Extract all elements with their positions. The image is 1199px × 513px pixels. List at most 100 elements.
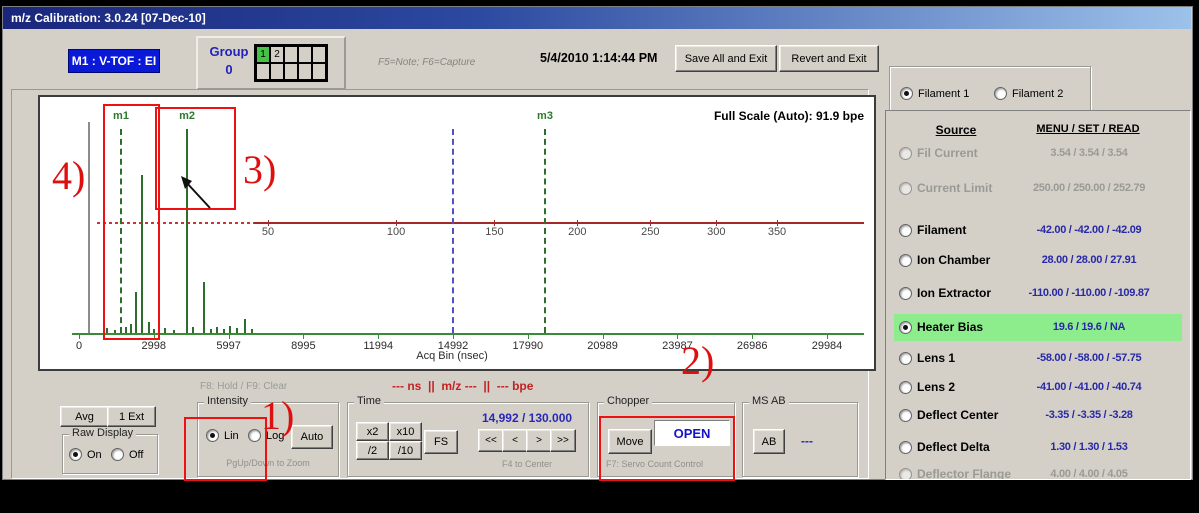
source-value-deflector-flange: 4.00 / 4.00 / 4.05 <box>1050 468 1128 480</box>
lin-label: Lin <box>224 429 239 442</box>
x-tick <box>527 335 529 339</box>
auto-button[interactable]: Auto <box>291 425 333 449</box>
raw-on-radio[interactable]: On <box>69 448 102 461</box>
time-div10-button[interactable]: /10 <box>389 441 422 460</box>
source-radio-heater-bias[interactable] <box>899 321 912 334</box>
window-title: m/z Calibration: 3.0.24 [07-Dec-10] <box>11 11 206 25</box>
spectrum-peak <box>141 175 144 333</box>
source-label-deflect-delta: Deflect Delta <box>917 440 990 454</box>
filament-1-radio[interactable]: Filament 1 <box>900 87 969 100</box>
radio-icon[interactable] <box>111 448 124 461</box>
time-nav-prev-button[interactable]: < <box>502 429 528 452</box>
ext-button[interactable]: 1 Ext <box>107 406 156 427</box>
log-label: Log <box>266 429 285 442</box>
raw-off-radio[interactable]: Off <box>111 448 143 461</box>
mz-tick <box>494 220 496 226</box>
source-radio-deflect-delta[interactable] <box>899 441 912 454</box>
values-column-header: MENU / SET / READ <box>1036 123 1140 135</box>
spectrum-peak <box>130 324 133 333</box>
spectrum-peak <box>236 328 239 333</box>
group-cell-6[interactable] <box>256 63 270 80</box>
group-cell-4[interactable] <box>298 46 312 63</box>
intensity-log-radio[interactable]: Log <box>248 429 284 442</box>
time-fs-button[interactable]: FS <box>424 430 458 454</box>
raw-display-label: Raw Display <box>69 427 137 439</box>
chopper-move-button[interactable]: Move <box>608 429 652 454</box>
highlight-band <box>894 314 1182 341</box>
spectrum-chart[interactable]: Full Scale (Auto): 91.9 bpe Acq Bin (nse… <box>38 95 876 371</box>
marker-label-m3: m3 <box>537 110 553 122</box>
time-x2-button[interactable]: x2 <box>356 422 389 441</box>
x-tick <box>79 335 80 339</box>
group-cell-2[interactable]: 2 <box>270 46 284 63</box>
x-axis-title: Acq Bin (nsec) <box>416 350 488 362</box>
mz-axis-line <box>254 222 864 224</box>
time-label: Time <box>354 395 385 407</box>
source-radio-lens-2[interactable] <box>899 381 912 394</box>
time-x10-button[interactable]: x10 <box>389 422 422 441</box>
group-cell-10[interactable] <box>312 63 326 80</box>
x-axis-line <box>72 333 864 335</box>
source-value-current-limit: 250.00 / 250.00 / 252.79 <box>1032 182 1146 194</box>
marker-label-m2: m2 <box>179 110 195 122</box>
time-div2-button[interactable]: /2 <box>356 441 389 460</box>
mz-tick <box>396 220 398 226</box>
save-all-exit-button[interactable]: Save All and Exit <box>675 45 777 72</box>
mz-tick-label: 200 <box>568 226 587 238</box>
time-nav-first-button[interactable]: << <box>478 429 504 452</box>
radio-icon[interactable] <box>69 448 82 461</box>
spectrum-peak <box>222 329 225 333</box>
group-cell-7[interactable] <box>270 63 284 80</box>
mz-tick <box>716 220 718 226</box>
mz-tick-label: 250 <box>641 226 660 238</box>
mz-tick-label: 100 <box>386 226 406 238</box>
filament-2-radio[interactable]: Filament 2 <box>994 87 1063 100</box>
annotation-arrow <box>181 176 211 209</box>
source-value-deflect-center: -3.35 / -3.35 / -3.28 <box>1045 409 1133 421</box>
time-cursor-line[interactable] <box>452 129 454 333</box>
x-tick <box>677 335 679 339</box>
group-cell-9[interactable] <box>298 63 312 80</box>
ab-button[interactable]: AB <box>753 429 785 454</box>
source-radio-deflector-flange <box>899 468 912 479</box>
filament-1-label: Filament 1 <box>918 87 970 100</box>
group-cell-5[interactable] <box>312 46 326 63</box>
radio-icon[interactable] <box>900 87 913 100</box>
spectrum-peak <box>209 329 212 333</box>
source-radio-fil-current <box>899 147 912 160</box>
source-label-ion-chamber: Ion Chamber <box>917 253 991 267</box>
source-radio-deflect-center[interactable] <box>899 409 912 422</box>
x-tick-label: 0 <box>75 340 83 352</box>
source-radio-ion-chamber[interactable] <box>899 254 912 267</box>
spectrum-peak <box>105 328 108 333</box>
time-readout: 14,992 / 130.000 <box>481 411 573 425</box>
x-tick <box>303 335 305 339</box>
source-radio-ion-extractor[interactable] <box>899 287 912 300</box>
radio-icon[interactable] <box>206 429 219 442</box>
x-tick <box>602 335 604 339</box>
group-cell-3[interactable] <box>284 46 298 63</box>
x-tick-label: 2998 <box>141 340 167 352</box>
chopper-label: Chopper <box>604 395 653 407</box>
source-radio-lens-1[interactable] <box>899 352 912 365</box>
time-nav-last-button[interactable]: >> <box>550 429 576 452</box>
group-cell-8[interactable] <box>284 63 298 80</box>
time-nav-next-button[interactable]: > <box>526 429 552 452</box>
source-label-current-limit: Current Limit <box>917 181 993 195</box>
marker-line-m1 <box>120 129 122 333</box>
source-radio-filament[interactable] <box>899 224 912 237</box>
title-bar[interactable]: m/z Calibration: 3.0.24 [07-Dec-10] <box>3 7 1191 29</box>
chopper-state-field: OPEN <box>654 420 730 446</box>
spectrum-peak <box>202 282 205 333</box>
spectrum-peak <box>153 329 156 333</box>
source-label-filament: Filament <box>917 223 967 237</box>
avg-button[interactable]: Avg <box>60 406 109 427</box>
group-cell-1[interactable]: 1 <box>256 46 270 63</box>
spectrum-peak <box>113 330 116 333</box>
radio-icon[interactable] <box>994 87 1007 100</box>
mz-tick-label: 50 <box>261 226 275 238</box>
revert-exit-button[interactable]: Revert and Exit <box>779 45 879 72</box>
radio-icon[interactable] <box>248 429 261 442</box>
intensity-lin-radio[interactable]: Lin <box>206 429 239 442</box>
